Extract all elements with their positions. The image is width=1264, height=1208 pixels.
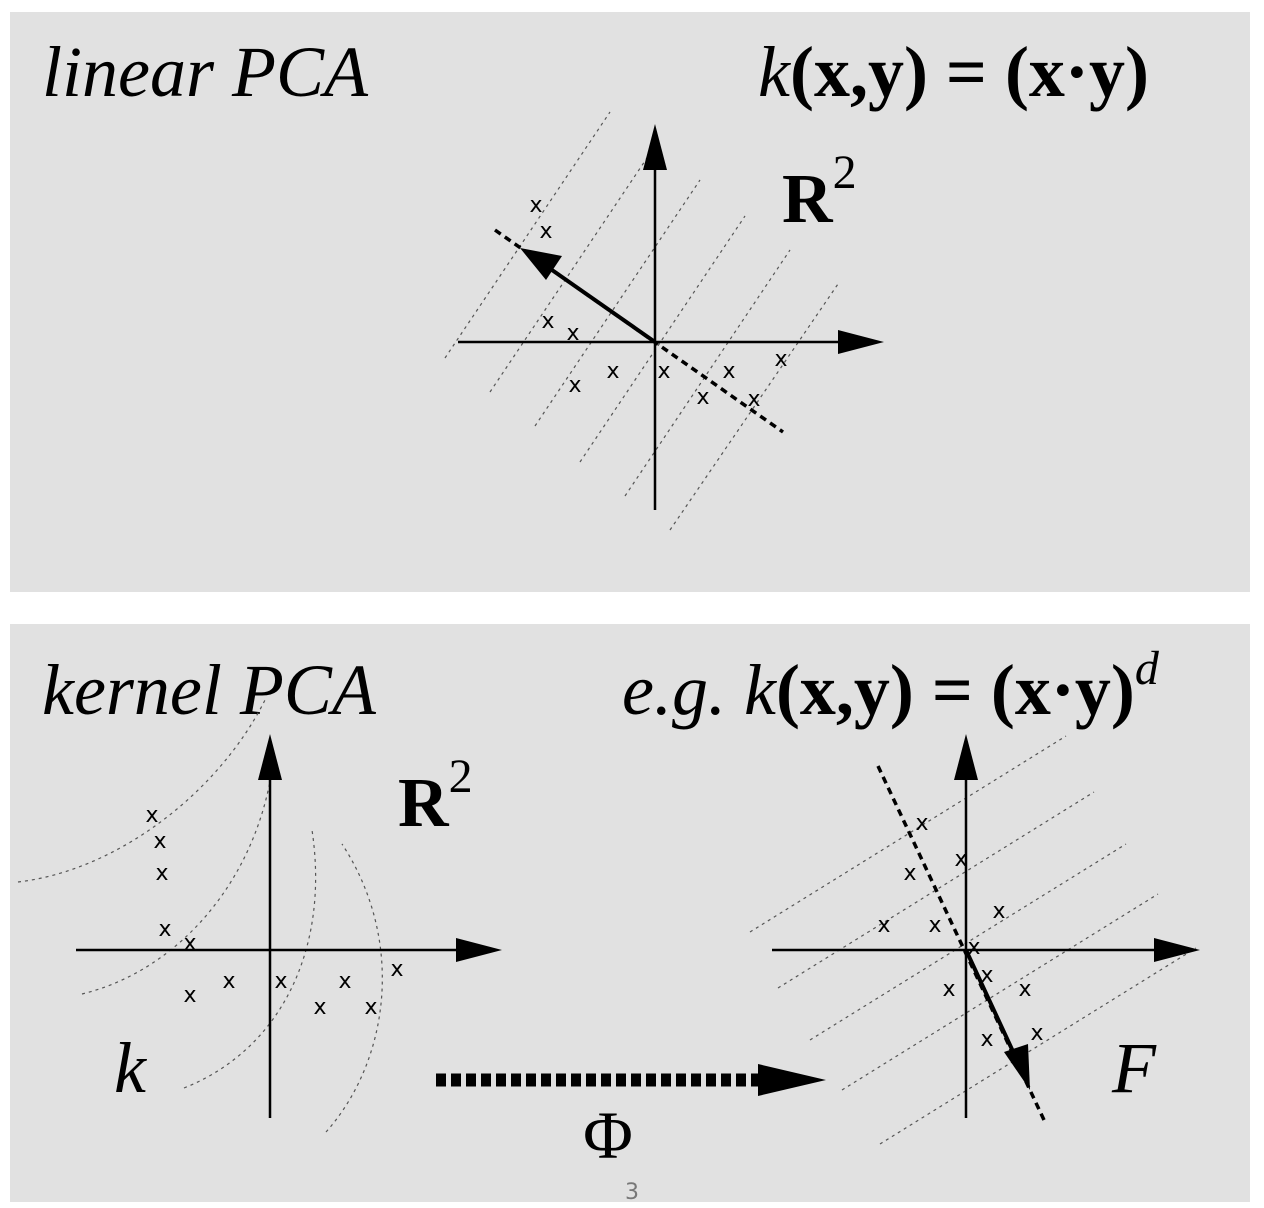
input-kernel-label: k: [114, 1028, 148, 1108]
linear-pca-title-group: linear PCA k(x,y) = (x·y) R2: [42, 32, 1149, 238]
data-point: x: [539, 247, 552, 272]
kernel-input-data-points: x x x x x x x x x x x x: [145, 803, 403, 1020]
data-point: x: [145, 803, 158, 828]
contour-line: [534, 179, 701, 427]
data-point: x: [992, 899, 1005, 924]
x-axis-arrow-icon: [456, 938, 502, 962]
data-point: x: [980, 963, 993, 988]
contour-line: [444, 111, 611, 359]
data-point: x: [928, 913, 941, 938]
linear-space-label: R2: [782, 146, 857, 238]
y-axis-arrow-icon: [258, 734, 282, 780]
data-point: x: [722, 359, 735, 384]
contour-line: [489, 145, 656, 393]
principal-vector: [550, 268, 657, 344]
data-point: x: [774, 347, 787, 372]
data-point: x: [183, 931, 196, 956]
data-point: x: [274, 969, 287, 994]
feature-axes: [772, 734, 1200, 1118]
data-point: x: [153, 829, 166, 854]
x-axis-arrow-icon: [1154, 938, 1200, 962]
data-point: x: [903, 861, 916, 886]
contour-line: [669, 283, 839, 531]
data-point: x: [942, 977, 955, 1002]
data-point: x: [364, 995, 377, 1020]
linear-kernel-expression: (x,y) = (x·y): [790, 32, 1149, 112]
data-point: x: [657, 359, 670, 384]
kernel-pca-panel: [10, 624, 1250, 1202]
kernel-k: k: [744, 650, 778, 730]
principal-vector-arrow-icon: [520, 248, 562, 280]
data-point: x: [747, 387, 760, 412]
kernel-formula: e.g. k(x,y) = (x·y)d: [622, 642, 1160, 730]
phi-mapping-arrow: [436, 1064, 826, 1096]
feature-space-label: F: [1111, 1028, 1157, 1108]
data-point: x: [915, 811, 928, 836]
data-point: x: [313, 995, 326, 1020]
linear-kernel-k: k: [758, 32, 792, 112]
kernel-input-contours: [17, 699, 383, 1133]
data-point: x: [390, 957, 403, 982]
linear-pca-title: linear PCA: [42, 32, 369, 112]
data-point: x: [338, 969, 351, 994]
curved-contour: [81, 769, 273, 995]
kernel-space-label: R2: [398, 750, 473, 842]
data-point: x: [606, 359, 619, 384]
page-number: 3: [625, 1180, 639, 1205]
data-point: x: [539, 219, 552, 244]
feature-data-points: x x x x x x x x x x x x: [877, 811, 1043, 1052]
data-point: x: [1030, 1021, 1043, 1046]
phi-map-label: Φ: [583, 1097, 633, 1173]
contour-line: [624, 249, 791, 497]
principal-vector-arrow-icon: [1004, 1044, 1030, 1090]
data-point: x: [183, 983, 196, 1008]
data-point: x: [980, 1027, 993, 1052]
kernel-expression: (x,y) = (x·y): [776, 650, 1135, 730]
linear-principal-component: [493, 228, 785, 434]
kernel-exponent: d: [1135, 642, 1160, 695]
data-point: x: [954, 847, 967, 872]
data-point: x: [1018, 977, 1031, 1002]
kernel-input-axes: [76, 734, 502, 1118]
data-point: x: [877, 913, 890, 938]
linear-kernel-formula: k(x,y) = (x·y): [758, 32, 1149, 112]
data-point: x: [967, 935, 980, 960]
phi-arrow-head-icon: [758, 1064, 826, 1096]
curved-contour: [183, 829, 317, 1089]
contour-line: [749, 735, 1067, 933]
data-point: x: [541, 309, 554, 334]
contour-line: [579, 215, 746, 463]
y-axis-arrow-icon: [954, 734, 978, 780]
kernel-pca-title-group: kernel PCA e.g. k(x,y) = (x·y)d R2 k F Φ: [42, 642, 1160, 1173]
data-point: x: [529, 193, 542, 218]
contour-line: [841, 893, 1159, 1091]
linear-contour-lines: [444, 111, 839, 531]
data-point: x: [566, 321, 579, 346]
kernel-eg-prefix: e.g.: [622, 650, 726, 730]
data-point: x: [222, 969, 235, 994]
principal-axis-dashed: [493, 228, 785, 434]
contour-line: [809, 843, 1127, 1041]
kernel-pca-title: kernel PCA: [42, 650, 377, 730]
data-point: x: [158, 917, 171, 942]
data-point: x: [568, 373, 581, 398]
principal-vector: [964, 949, 1018, 1059]
feature-principal-component: [876, 765, 1046, 1121]
curved-contour: [325, 843, 383, 1133]
x-axis-arrow-icon: [838, 330, 884, 354]
data-point: x: [696, 385, 709, 410]
linear-pca-panel: [10, 12, 1250, 592]
y-axis-arrow-icon: [643, 124, 667, 170]
contour-line: [777, 791, 1095, 989]
feature-contour-lines: [749, 735, 1197, 1145]
contour-line: [879, 947, 1197, 1145]
data-point: x: [155, 861, 168, 886]
linear-data-points: x x x x x x x x x x x x: [529, 193, 787, 412]
